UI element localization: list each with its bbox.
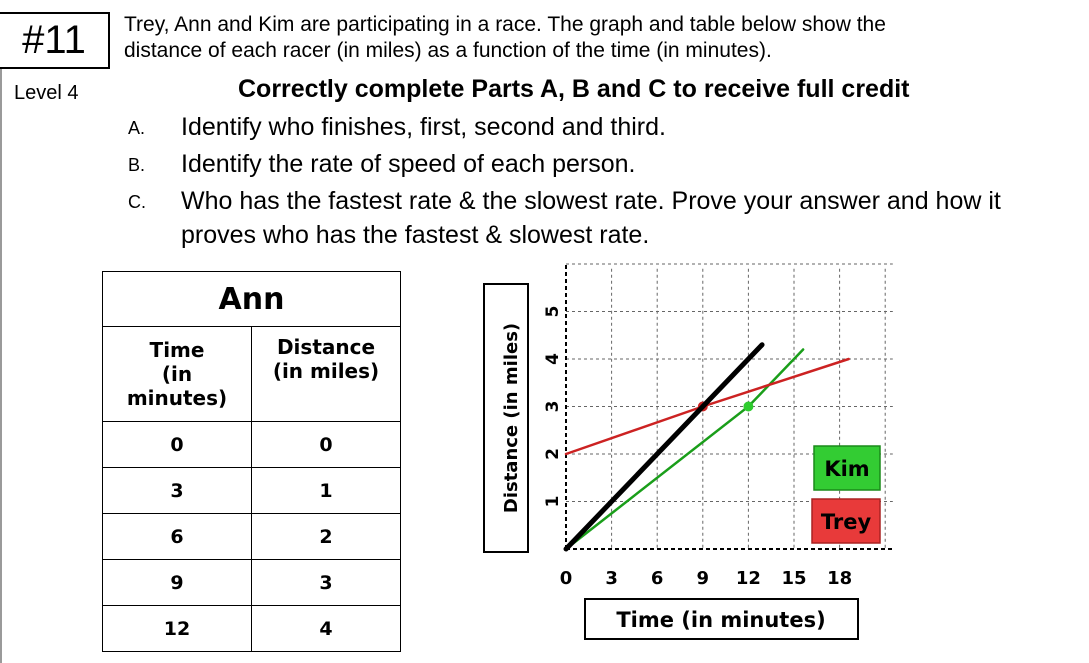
part-c-line-2: proves who has the fastest & slowest rat…: [181, 221, 650, 249]
y-tick-label: 5: [543, 306, 563, 318]
part-a-letter: A.: [128, 118, 146, 138]
kim-line: [564, 348, 805, 551]
y-tick-label: 2: [543, 448, 563, 460]
x-tick-label: 12: [736, 568, 761, 589]
time-header-line: minutes): [126, 386, 228, 410]
problem-number: #11: [0, 12, 110, 69]
x-axis-label-box: [584, 598, 859, 640]
level-label: Level 4: [14, 82, 79, 104]
table-cell: 1: [251, 467, 401, 514]
left-divider: [0, 69, 2, 663]
table-cell: 9: [102, 559, 252, 606]
ann-table: Ann Time (in minutes) Distance (in miles…: [102, 271, 401, 652]
x-tick-label: 0: [560, 568, 573, 589]
instructions-heading: Correctly complete Parts A, B and C to r…: [238, 75, 910, 103]
table-cell: 2: [251, 513, 401, 560]
y-tick-label: 1: [543, 496, 563, 508]
part-a-text: Identify who finishes, first, second and…: [181, 113, 666, 141]
x-axis-label: Time (in minutes): [616, 608, 825, 632]
part-c-line-1: Who has the fastest rate & the slowest r…: [181, 187, 1001, 215]
distance-column-header: Distance (in miles): [251, 326, 401, 422]
x-tick-label: 15: [781, 568, 806, 589]
part-b-letter: B.: [128, 155, 146, 175]
series-lines: [563, 342, 850, 552]
kim-legend-box: [813, 445, 881, 491]
x-tick-labels: 0 3 6 9 12 15 18: [560, 568, 852, 589]
table-cell: 6: [102, 513, 252, 560]
y-tick-label: 4: [543, 353, 563, 365]
distance-header-line: Distance: [276, 335, 376, 359]
time-column-header: Time (in minutes): [102, 326, 252, 422]
trey-legend-label: Trey: [821, 510, 872, 534]
ann-line: [563, 342, 765, 552]
part-c-letter: C.: [128, 192, 146, 212]
y-tick-label: 3: [543, 401, 563, 413]
distance-header-line: (in miles): [272, 359, 380, 383]
x-tick-label: 9: [697, 568, 710, 589]
kim-marker: [743, 401, 754, 412]
chart-axes: [565, 264, 893, 550]
x-tick-label: 3: [605, 568, 618, 589]
y-axis-label: Distance (in miles): [501, 323, 522, 513]
trey-legend-box: [811, 498, 881, 544]
x-tick-label: 18: [827, 568, 852, 589]
time-header-line: (in: [161, 362, 193, 386]
part-c-text: Who has the fastest rate & the slowest r…: [181, 184, 1001, 252]
intro-line-1: Trey, Ann and Kim are participating in a…: [124, 13, 886, 36]
intro-line-2: distance of each racer (in miles) as a f…: [124, 39, 772, 62]
table-cell: 4: [251, 605, 401, 652]
table-cell: 0: [251, 421, 401, 468]
intro-text: Trey, Ann and Kim are participating in a…: [124, 12, 1084, 64]
time-header-line: Time: [149, 338, 205, 362]
y-tick-labels: 1 2 3 4 5: [543, 306, 563, 508]
y-axis-label-box: [483, 283, 529, 553]
x-tick-label: 6: [651, 568, 664, 589]
kim-legend-label: Kim: [824, 457, 869, 481]
table-cell: 3: [102, 467, 252, 514]
table-cell: 12: [102, 605, 252, 652]
part-b-text: Identify the rate of speed of each perso…: [181, 150, 636, 178]
